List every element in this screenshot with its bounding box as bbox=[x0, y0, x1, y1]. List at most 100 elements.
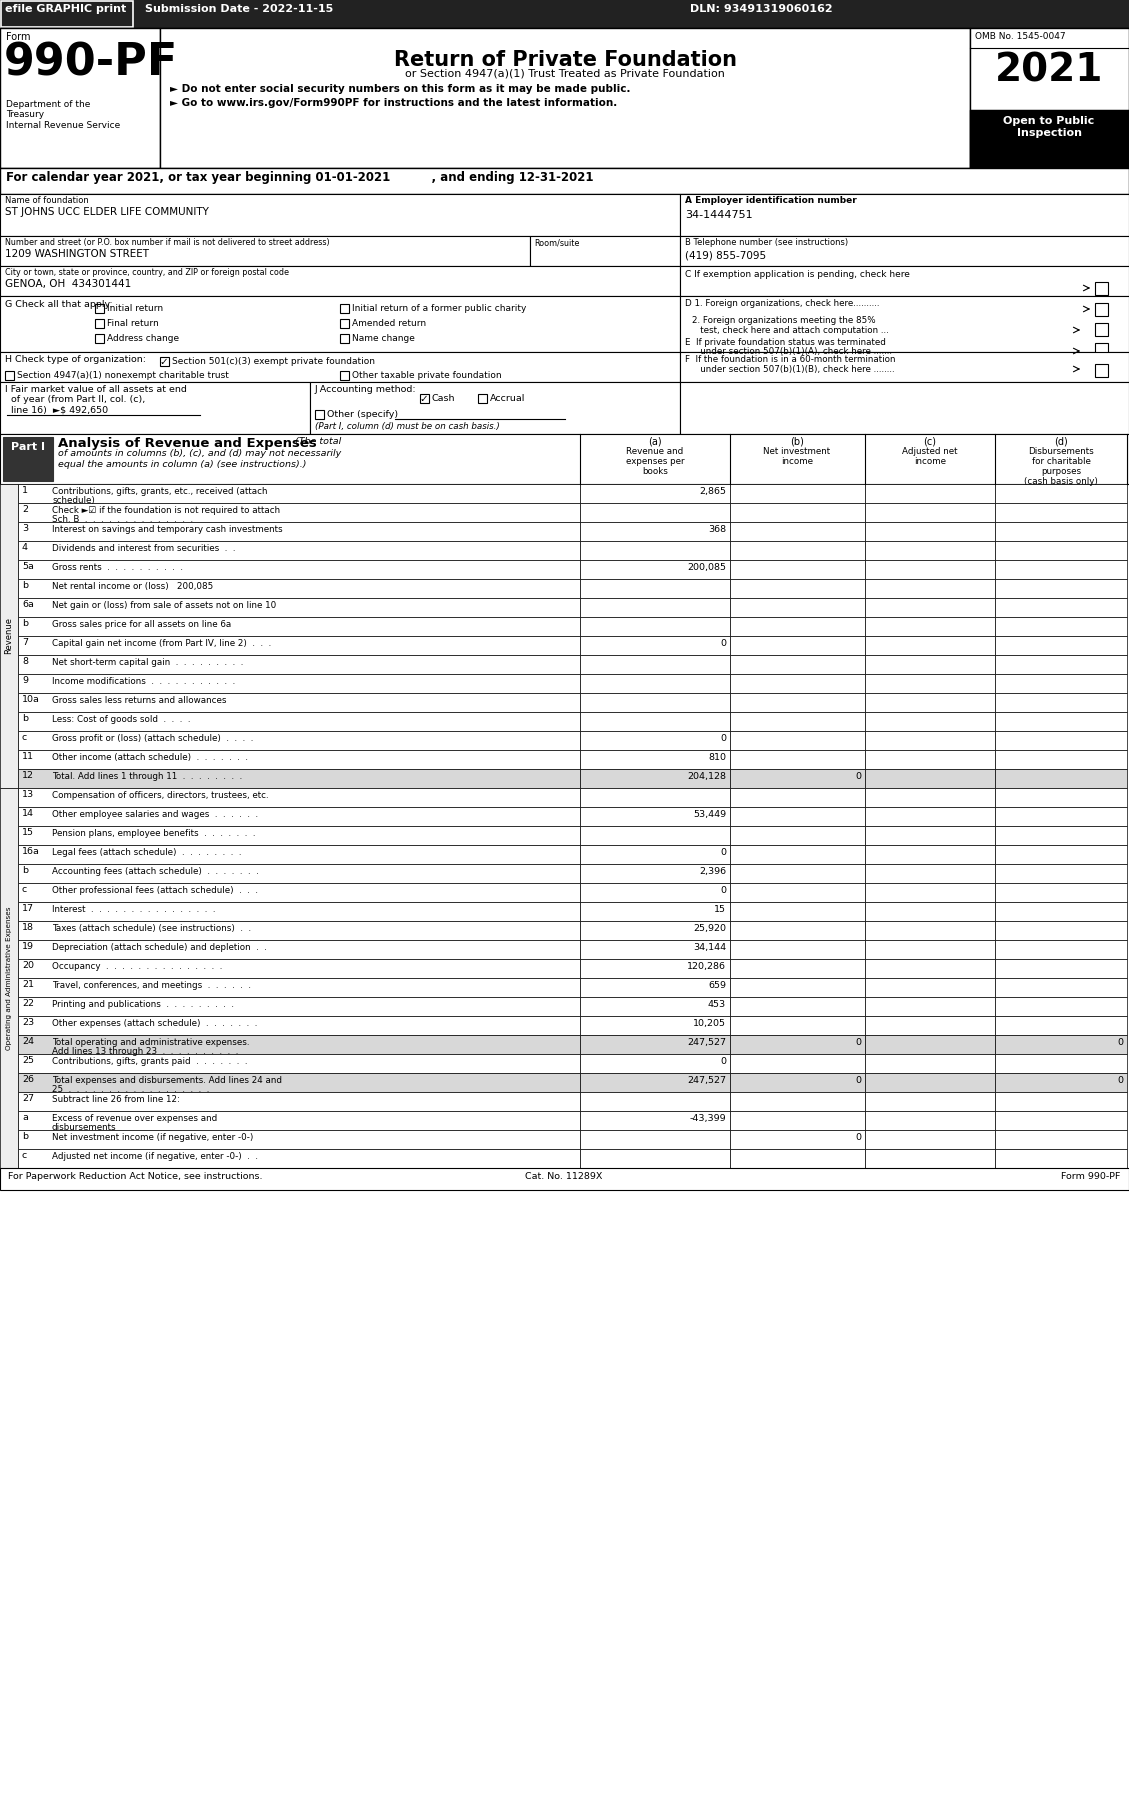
Bar bbox=[0, 29, 1129, 167]
Bar bbox=[730, 579, 865, 599]
Text: Number and street (or P.O. box number if mail is not delivered to street address: Number and street (or P.O. box number if… bbox=[5, 237, 330, 246]
Bar bbox=[730, 484, 865, 503]
Text: 12: 12 bbox=[21, 771, 34, 780]
Bar bbox=[995, 921, 1127, 940]
Text: Revenue: Revenue bbox=[5, 617, 14, 654]
Text: 10a: 10a bbox=[21, 696, 40, 705]
Bar bbox=[580, 921, 730, 940]
Bar bbox=[580, 883, 730, 903]
Bar bbox=[580, 484, 730, 503]
Text: Pension plans, employee benefits  .  .  .  .  .  .  .: Pension plans, employee benefits . . . .… bbox=[52, 829, 255, 838]
Bar bbox=[865, 617, 995, 636]
Bar bbox=[18, 521, 580, 541]
Bar bbox=[580, 636, 730, 654]
Text: B Telephone number (see instructions): B Telephone number (see instructions) bbox=[685, 237, 848, 246]
Text: 27: 27 bbox=[21, 1093, 34, 1102]
Text: 1209 WASHINGTON STREET: 1209 WASHINGTON STREET bbox=[5, 248, 149, 259]
Text: 53,449: 53,449 bbox=[693, 811, 726, 820]
Text: 25: 25 bbox=[21, 1055, 34, 1064]
Bar bbox=[995, 1054, 1127, 1073]
Bar bbox=[18, 1091, 580, 1111]
Text: Name change: Name change bbox=[352, 334, 414, 343]
Bar bbox=[0, 29, 160, 167]
Bar bbox=[310, 381, 680, 433]
Bar bbox=[995, 998, 1127, 1016]
Bar bbox=[730, 940, 865, 958]
Text: J Accounting method:: J Accounting method: bbox=[315, 385, 417, 394]
Text: 5a: 5a bbox=[21, 563, 34, 572]
Bar bbox=[580, 1091, 730, 1111]
Bar bbox=[865, 541, 995, 559]
Text: I Fair market value of all assets at end: I Fair market value of all assets at end bbox=[5, 385, 187, 394]
Text: 23: 23 bbox=[21, 1018, 34, 1027]
Bar bbox=[580, 788, 730, 807]
Text: Contributions, gifts, grants paid  .  .  .  .  .  .  .: Contributions, gifts, grants paid . . . … bbox=[52, 1057, 247, 1066]
Bar bbox=[995, 617, 1127, 636]
Bar bbox=[995, 807, 1127, 825]
Bar bbox=[995, 788, 1127, 807]
Text: Section 4947(a)(1) nonexempt charitable trust: Section 4947(a)(1) nonexempt charitable … bbox=[17, 370, 229, 379]
Bar bbox=[18, 998, 580, 1016]
Text: Interest on savings and temporary cash investments: Interest on savings and temporary cash i… bbox=[52, 525, 282, 534]
Text: 17: 17 bbox=[21, 904, 34, 913]
Bar bbox=[18, 541, 580, 559]
Text: under section 507(b)(1)(A), check here .......: under section 507(b)(1)(A), check here .… bbox=[692, 347, 892, 356]
Text: Other (specify): Other (specify) bbox=[327, 410, 399, 419]
Bar bbox=[730, 712, 865, 732]
Bar bbox=[995, 712, 1127, 732]
Bar bbox=[580, 1054, 730, 1073]
Text: Address change: Address change bbox=[107, 334, 180, 343]
Bar bbox=[730, 503, 865, 521]
Bar bbox=[730, 559, 865, 579]
Bar bbox=[580, 865, 730, 883]
Text: H Check type of organization:: H Check type of organization: bbox=[5, 354, 146, 363]
Text: (b): (b) bbox=[790, 437, 804, 448]
Text: 10,205: 10,205 bbox=[693, 1019, 726, 1028]
Bar bbox=[18, 1016, 580, 1036]
Text: Disbursements: Disbursements bbox=[1029, 448, 1094, 457]
Text: 19: 19 bbox=[21, 942, 34, 951]
Text: 21: 21 bbox=[21, 980, 34, 989]
Bar bbox=[18, 750, 580, 770]
Bar bbox=[995, 845, 1127, 865]
Text: (419) 855-7095: (419) 855-7095 bbox=[685, 250, 767, 261]
Text: Total expenses and disbursements. Add lines 24 and: Total expenses and disbursements. Add li… bbox=[52, 1075, 282, 1084]
Text: F  If the foundation is in a 60-month termination: F If the foundation is in a 60-month ter… bbox=[685, 354, 895, 363]
Text: Section 501(c)(3) exempt private foundation: Section 501(c)(3) exempt private foundat… bbox=[172, 358, 375, 367]
Text: 25  .  .  .  .  .  .  .  .  .  .  .  .  .  .  .  .  .  .: 25 . . . . . . . . . . . . . . . . . . bbox=[52, 1084, 209, 1093]
Text: (d): (d) bbox=[1054, 437, 1068, 448]
Text: Excess of revenue over expenses and: Excess of revenue over expenses and bbox=[52, 1115, 217, 1124]
Text: Taxes (attach schedule) (see instructions)  .  .: Taxes (attach schedule) (see instruction… bbox=[52, 924, 251, 933]
Bar bbox=[995, 883, 1127, 903]
Bar bbox=[18, 865, 580, 883]
Bar bbox=[680, 236, 1129, 266]
Bar bbox=[730, 903, 865, 921]
Bar bbox=[580, 732, 730, 750]
Bar bbox=[995, 865, 1127, 883]
Text: A Employer identification number: A Employer identification number bbox=[685, 196, 857, 205]
Bar bbox=[95, 304, 104, 313]
Bar bbox=[730, 1016, 865, 1036]
Bar bbox=[18, 940, 580, 958]
Bar bbox=[0, 297, 680, 352]
Bar bbox=[340, 370, 349, 379]
Text: purposes: purposes bbox=[1041, 467, 1082, 476]
Bar bbox=[995, 940, 1127, 958]
Bar bbox=[730, 883, 865, 903]
Bar bbox=[0, 194, 680, 236]
Text: 247,527: 247,527 bbox=[688, 1075, 726, 1084]
Bar bbox=[1095, 363, 1108, 378]
Bar bbox=[995, 654, 1127, 674]
Bar bbox=[995, 1016, 1127, 1036]
Bar bbox=[580, 903, 730, 921]
Text: 990-PF: 990-PF bbox=[5, 41, 178, 85]
Bar bbox=[0, 236, 530, 266]
Text: ► Do not enter social security numbers on this form as it may be made public.: ► Do not enter social security numbers o… bbox=[170, 85, 630, 93]
Bar bbox=[1095, 324, 1108, 336]
Bar bbox=[865, 503, 995, 521]
Text: schedule): schedule) bbox=[52, 496, 95, 505]
Bar bbox=[865, 770, 995, 788]
Text: 2: 2 bbox=[21, 505, 28, 514]
Text: 659: 659 bbox=[708, 982, 726, 991]
Bar bbox=[0, 788, 18, 1169]
